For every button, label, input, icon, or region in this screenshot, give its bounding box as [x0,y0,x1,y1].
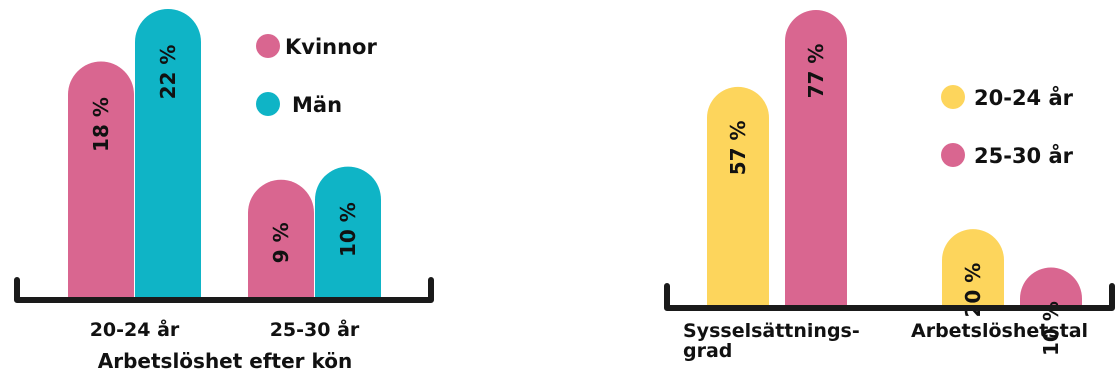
bar-1-1-0 [785,10,847,306]
x-axis-line-0 [14,277,434,303]
bar-0-1-0 [135,9,201,298]
bar-value-label: 57 % [726,120,750,175]
x-tick-label-line: grad [683,340,732,362]
bar-value-label: 18 % [89,97,113,152]
bar-0-0-0 [68,61,134,298]
bar-1-0-1 [942,229,1004,306]
bar-0-1-1 [315,166,381,298]
legend-swatch-0-1 [256,92,280,116]
chart-title: Arbetslöshet efter kön [98,349,352,373]
bar-value-label: 10 % [336,202,360,257]
x-tick-label: Sysselsättnings-grad [683,320,860,362]
legend-label: Män [292,93,342,117]
x-tick-label: 20-24 år [90,317,180,341]
bar-0-0-1 [248,179,314,298]
x-tick-label: 25-30 år [270,317,360,341]
x-tick-label: Arbetslöshetstal [911,320,1088,342]
x-tick-label-line: Sysselsättnings- [683,320,860,342]
bar-value-label: 77 % [804,44,828,99]
bar-value-label: 9 % [269,222,293,263]
bar-1-0-0 [707,86,769,306]
x-axis-line-1 [664,283,1115,311]
legend-swatch-1-0 [941,85,965,109]
legend-label: Kvinnor [285,35,377,59]
legend-label: 25-30 år [974,143,1074,168]
bar-value-label: 22 % [156,45,180,100]
x-tick-label-line: Arbetslöshetstal [911,320,1088,342]
legend-swatch-1-1 [941,143,965,167]
bar-1-1-1 [1020,267,1082,306]
legend-label: 20-24 år [974,85,1074,110]
legend-swatch-0-0 [256,34,280,58]
